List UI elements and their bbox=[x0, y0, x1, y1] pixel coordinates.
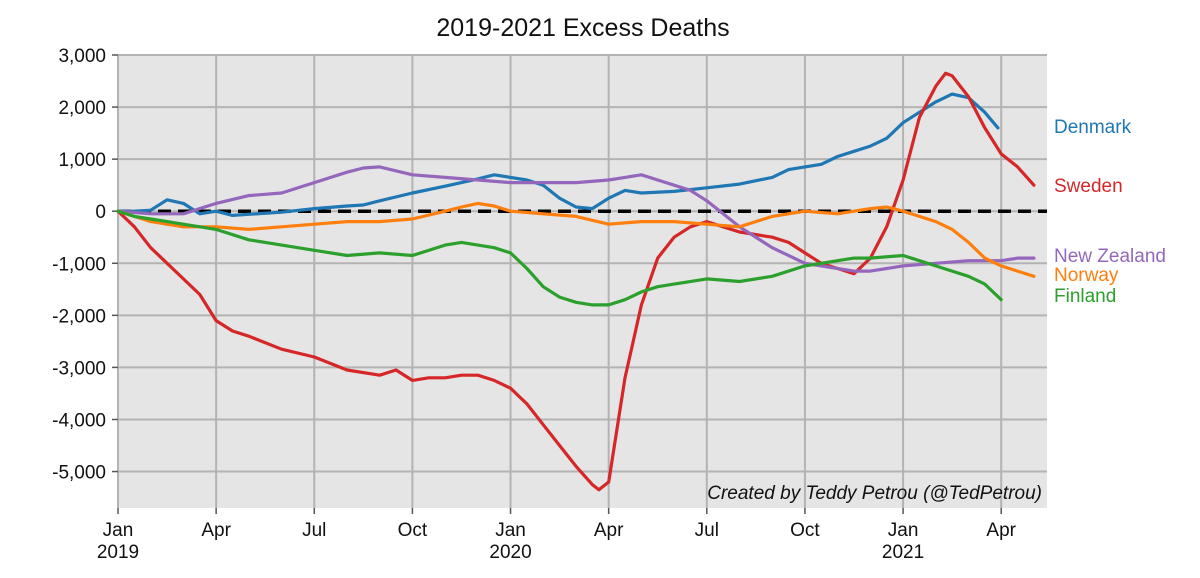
x-tick-label: Jan bbox=[103, 520, 134, 541]
x-tick-label: Apr bbox=[594, 520, 624, 541]
y-tick-label: -5,000 bbox=[52, 463, 106, 484]
x-tick-label: Jan bbox=[888, 520, 919, 541]
plot-area bbox=[118, 55, 1047, 508]
y-tick-label: -1,000 bbox=[52, 254, 106, 275]
series-label-denmark: Denmark bbox=[1054, 117, 1132, 138]
x-tick-year-label: 2021 bbox=[882, 542, 924, 563]
y-tick-label: -4,000 bbox=[52, 410, 106, 431]
x-tick-label: Apr bbox=[986, 520, 1016, 541]
y-tick-label: 2,000 bbox=[58, 98, 106, 119]
x-tick-label: Jul bbox=[302, 520, 326, 541]
y-tick-label: 0 bbox=[95, 202, 106, 223]
series-line-norway bbox=[116, 201, 1036, 278]
x-tick-label: Jul bbox=[695, 520, 719, 541]
series-label-sweden: Sweden bbox=[1054, 176, 1123, 197]
y-tick-label: -2,000 bbox=[52, 306, 106, 327]
credit-annotation: Created by Teddy Petrou (@TedPetrou) bbox=[707, 483, 1042, 504]
y-tick-label: 3,000 bbox=[58, 46, 106, 67]
y-axis-ticks: 3,000 2,000 1,000 0 -1,000 -2,000 -3,000 -4,000… bbox=[52, 46, 118, 484]
series-line-finland bbox=[116, 209, 1003, 307]
grid-lines bbox=[117, 54, 1047, 508]
y-tick-label: -3,000 bbox=[52, 358, 106, 379]
series-line-denmark bbox=[116, 92, 1000, 217]
y-tick-label: 1,000 bbox=[58, 150, 106, 171]
x-tick-year-label: 2019 bbox=[97, 542, 139, 563]
series-label-norway: Norway bbox=[1054, 265, 1119, 286]
x-tick-label: Oct bbox=[398, 520, 428, 541]
x-tick-label: Oct bbox=[790, 520, 820, 541]
series-line-new-zealand bbox=[116, 165, 1036, 273]
x-tick-label: Jan bbox=[495, 520, 526, 541]
series-label-new-zealand: New Zealand bbox=[1054, 246, 1166, 267]
series-label-finland: Finland bbox=[1054, 286, 1116, 307]
series-line-sweden bbox=[116, 71, 1036, 492]
x-tick-year-label: 2020 bbox=[489, 542, 531, 563]
series-lines bbox=[116, 71, 1036, 492]
x-tick-label: Apr bbox=[201, 520, 231, 541]
chart-title: 2019-2021 Excess Deaths bbox=[436, 14, 729, 42]
